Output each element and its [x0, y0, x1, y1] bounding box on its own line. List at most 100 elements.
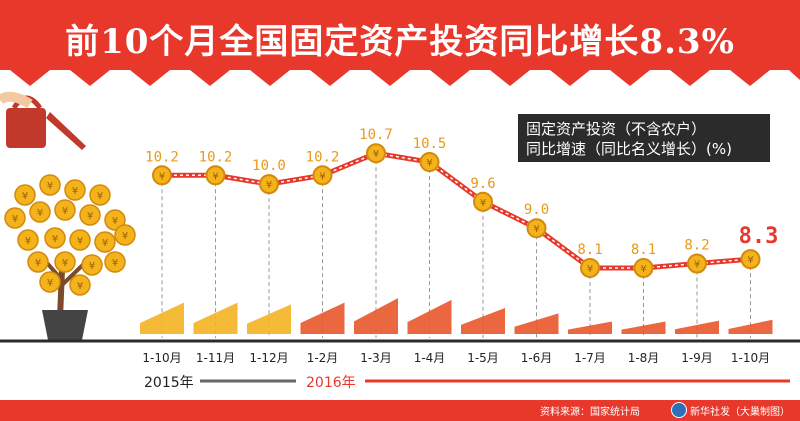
- svg-text:¥: ¥: [102, 238, 108, 249]
- chart: ¥ ¥ ¥ ¥ ¥ ¥ ¥ ¥ ¥ ¥ ¥ ¥ ¥ ¥ ¥ ¥ ¥ ¥ ¥ ¥ ¥10.2 ¥10.2 ¥10.0 ¥10.…: [0, 91, 800, 383]
- data-label: 10.2: [145, 149, 179, 165]
- coin-icon: ¥: [81, 254, 103, 276]
- coin-icon: ¥: [29, 201, 51, 223]
- svg-text:¥: ¥: [12, 214, 18, 225]
- coin-icon: ¥: [89, 184, 111, 206]
- money-tree-icon: ¥ ¥ ¥ ¥ ¥ ¥ ¥ ¥ ¥ ¥ ¥ ¥ ¥ ¥ ¥ ¥ ¥ ¥ ¥ ¥: [4, 174, 136, 340]
- data-point: ¥: [152, 165, 172, 186]
- svg-text:¥: ¥: [112, 258, 118, 269]
- svg-text:¥: ¥: [62, 258, 68, 269]
- coin-icon: ¥: [79, 204, 101, 226]
- svg-text:¥: ¥: [77, 236, 83, 247]
- xinhua-logo-icon: [671, 402, 687, 418]
- data-point: ¥: [473, 191, 493, 212]
- coin-icon: ¥: [104, 209, 126, 231]
- data-point: ¥: [419, 152, 440, 173]
- bar-mark: [354, 298, 398, 334]
- coin-icon: ¥: [54, 251, 76, 273]
- legend-line-2: 同比增速（同比名义增长）(%): [526, 140, 732, 158]
- data-label: 10.5: [413, 136, 447, 152]
- data-point: ¥: [740, 249, 761, 270]
- data-point: ¥: [580, 257, 600, 278]
- svg-text:¥: ¥: [97, 191, 103, 202]
- svg-text:¥: ¥: [25, 236, 31, 247]
- x-tick-label: 1-2月: [307, 351, 339, 365]
- coin-icon: ¥: [69, 274, 91, 296]
- coin-icon: ¥: [54, 199, 76, 221]
- svg-text:¥: ¥: [62, 206, 68, 217]
- bar-mark: [140, 302, 184, 334]
- legend-box: 固定资产投资（不含农户） 同比增速（同比名义增长）(%): [518, 114, 770, 162]
- coin-icon: ¥: [14, 184, 36, 206]
- data-point: ¥: [259, 174, 279, 195]
- svg-text:¥: ¥: [480, 198, 486, 209]
- bar-mark: [621, 321, 666, 334]
- x-tick-label: 1-5月: [467, 351, 499, 365]
- credit-text: 新华社发（大巢制图）: [690, 407, 790, 418]
- bar-mark: [461, 308, 505, 334]
- data-label: 10.0: [252, 158, 286, 174]
- data-label: 10.7: [359, 127, 393, 143]
- x-tick-label: 1-11月: [196, 351, 235, 365]
- coin-icon: ¥: [114, 224, 136, 246]
- data-label: 8.1: [631, 242, 656, 258]
- x-tick-label: 1-8月: [628, 351, 660, 365]
- coin-icon: ¥: [17, 229, 39, 251]
- data-label: 10.2: [306, 149, 340, 165]
- svg-text:¥: ¥: [47, 278, 53, 289]
- svg-text:¥: ¥: [319, 171, 325, 182]
- data-point: ¥: [205, 165, 226, 186]
- svg-text:¥: ¥: [426, 158, 432, 169]
- bar-mark: [407, 299, 452, 334]
- x-tick-label: 1-9月: [681, 351, 713, 365]
- svg-text:¥: ¥: [77, 281, 83, 292]
- data-label: 9.6: [470, 176, 495, 192]
- watering-can-icon: [0, 91, 86, 150]
- svg-text:¥: ¥: [72, 186, 78, 197]
- svg-text:¥: ¥: [533, 224, 539, 235]
- bar-mark: [728, 319, 773, 334]
- legend-line-1: 固定资产投资（不含农户）: [526, 120, 707, 138]
- svg-text:¥: ¥: [212, 171, 218, 182]
- year-2016-label: 2016年: [306, 375, 356, 391]
- title-banner: [0, 0, 800, 86]
- data-point: ¥: [687, 253, 707, 274]
- svg-text:¥: ¥: [37, 208, 43, 219]
- data-label: 8.3: [739, 224, 779, 249]
- x-tick-label: 1-3月: [360, 351, 392, 365]
- svg-text:¥: ¥: [35, 258, 41, 269]
- svg-text:¥: ¥: [47, 181, 53, 192]
- bar-mark: [514, 313, 559, 334]
- svg-text:¥: ¥: [587, 264, 593, 275]
- svg-text:¥: ¥: [373, 149, 379, 160]
- data-label: 8.1: [577, 242, 602, 258]
- page-title: 前10个月全国固定资产投资同比增长8.3%: [65, 22, 735, 62]
- data-point: ¥: [633, 257, 654, 278]
- bar-mark: [568, 321, 612, 334]
- x-tick-label: 1-10月: [142, 351, 181, 365]
- footer-bar: [0, 400, 800, 421]
- svg-text:¥: ¥: [112, 216, 118, 227]
- coin-icon: ¥: [104, 251, 126, 273]
- svg-text:¥: ¥: [122, 231, 128, 242]
- data-label: 8.2: [684, 238, 709, 254]
- coin-icon: ¥: [64, 179, 86, 201]
- svg-text:¥: ¥: [89, 261, 95, 272]
- source-text: 资料来源：国家统计局: [540, 407, 640, 418]
- svg-text:¥: ¥: [52, 234, 58, 245]
- svg-text:¥: ¥: [22, 191, 28, 202]
- data-point: ¥: [312, 165, 333, 186]
- coin-icon: ¥: [4, 207, 26, 229]
- bar-mark: [300, 302, 345, 334]
- coin-icon: ¥: [27, 251, 49, 273]
- svg-text:¥: ¥: [159, 171, 165, 182]
- x-tick-label: 1-7月: [574, 351, 606, 365]
- bar-mark: [247, 304, 291, 334]
- svg-text:¥: ¥: [87, 211, 93, 222]
- x-tick-label: 1-12月: [249, 351, 288, 365]
- year-2015-label: 2015年: [144, 375, 194, 391]
- bar-mark: [675, 320, 719, 334]
- coin-icon: ¥: [44, 227, 66, 249]
- coin-icon: ¥: [69, 229, 91, 251]
- svg-text:¥: ¥: [640, 264, 646, 275]
